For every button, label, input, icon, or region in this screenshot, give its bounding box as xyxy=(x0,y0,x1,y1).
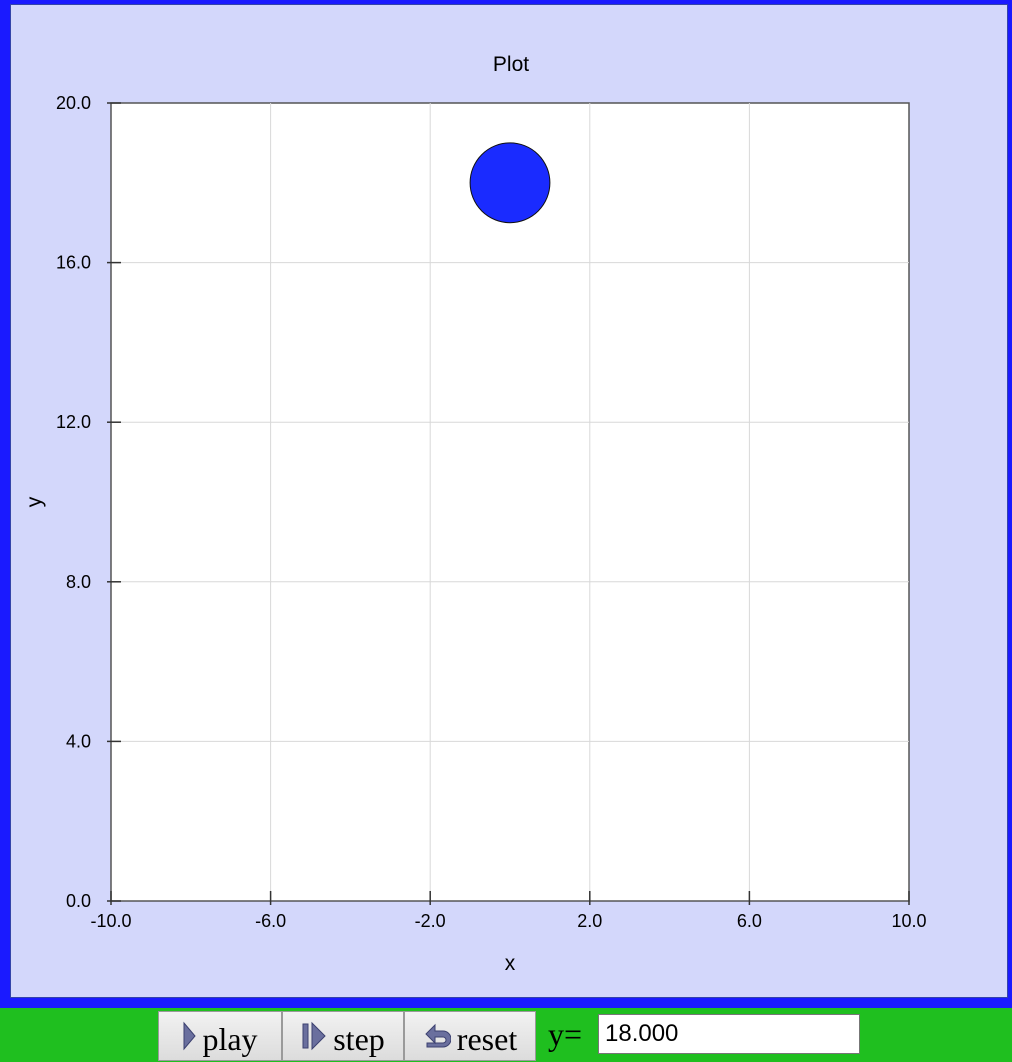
y-tick-label: 12.0 xyxy=(56,412,91,432)
x-tick-label: -10.0 xyxy=(90,911,131,931)
plot-area xyxy=(110,102,910,902)
points xyxy=(469,142,551,224)
play-triangle-icon xyxy=(183,1021,197,1051)
x-tick-label: -6.0 xyxy=(255,911,286,931)
ball-point xyxy=(469,142,551,224)
control-toolbar: play step reset y= xyxy=(0,1010,1012,1062)
y-axis-label: y xyxy=(23,496,46,507)
chart: Plot -10.0 -6.0 -2.0 2.0 6.0 10.0 0.0 4.0 8.0 12.… xyxy=(23,53,927,975)
y-tick-label: 0.0 xyxy=(66,891,91,911)
ticks: -10.0 -6.0 -2.0 2.0 6.0 10.0 0.0 4.0 8.0 12.0 16.0… xyxy=(56,93,927,931)
step-forward-icon xyxy=(302,1021,326,1051)
play-button[interactable]: play xyxy=(158,1011,282,1061)
reset-label: reset xyxy=(456,1021,518,1057)
y-value-field[interactable] xyxy=(598,1014,860,1054)
x-tick-label: -2.0 xyxy=(415,911,446,931)
y-tick-label: 8.0 xyxy=(66,572,91,592)
y-tick-label: 20.0 xyxy=(56,93,91,113)
y-tick-label: 16.0 xyxy=(56,253,91,273)
step-button[interactable]: step xyxy=(282,1011,404,1061)
step-label: step xyxy=(333,1021,385,1057)
plot-panel: Plot -10.0 -6.0 -2.0 2.0 6.0 10.0 0.0 4.0 8.0 12.… xyxy=(10,4,1008,998)
chart-title: Plot xyxy=(493,53,529,76)
y-value-label: y= xyxy=(548,1016,583,1052)
play-label: play xyxy=(202,1021,258,1057)
x-tick-label: 10.0 xyxy=(891,911,926,931)
grid xyxy=(111,103,909,901)
reset-button[interactable]: reset xyxy=(404,1011,536,1061)
y-tick-label: 4.0 xyxy=(66,731,91,751)
x-tick-label: 6.0 xyxy=(737,911,762,931)
plot-frame: Plot -10.0 -6.0 -2.0 2.0 6.0 10.0 0.0 4.0 8.0 12.… xyxy=(0,0,1012,1008)
reset-arrow-icon xyxy=(425,1023,451,1048)
x-axis-label: x xyxy=(505,952,516,975)
x-tick-label: 2.0 xyxy=(577,911,602,931)
